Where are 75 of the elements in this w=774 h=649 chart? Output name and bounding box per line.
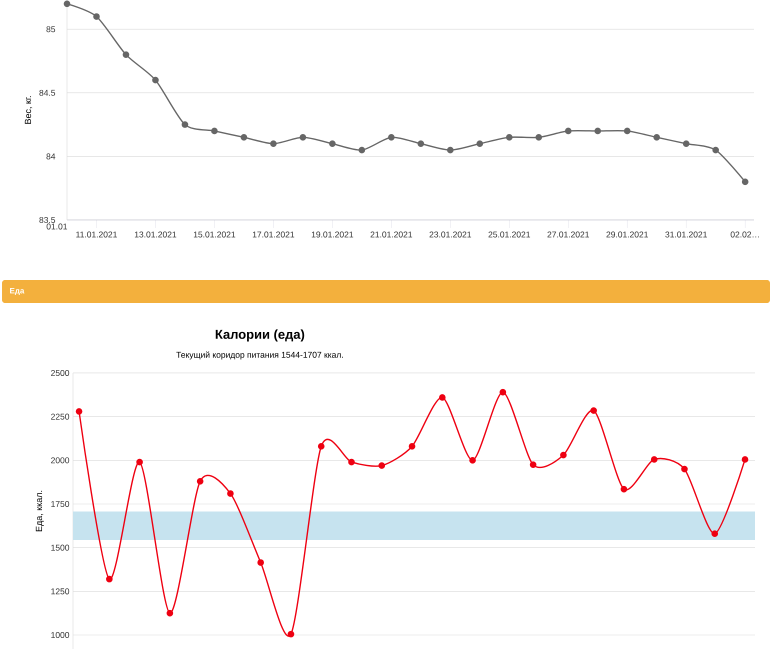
point: [240, 134, 248, 141]
y-axis-title: Еда, ккал.: [36, 490, 44, 532]
point: [530, 461, 536, 468]
point: [711, 530, 718, 537]
y-tick-label: 2000: [51, 457, 70, 464]
point: [227, 490, 234, 497]
x-tick-label: 01.01: [46, 224, 68, 230]
point: [535, 134, 542, 141]
y-tick-label: 84: [46, 153, 56, 160]
point: [476, 140, 484, 147]
point: [590, 407, 597, 414]
point: [152, 76, 159, 84]
point: [76, 408, 82, 415]
x-tick-label: 17.01.2021: [252, 232, 294, 238]
y-tick-label: 2500: [51, 370, 70, 376]
point: [257, 559, 264, 566]
y-tick-label: 1500: [51, 544, 70, 551]
x-tick-label: 25.01.2021: [488, 232, 530, 238]
point: [408, 443, 416, 450]
x-tick-label: 19.01.2021: [312, 232, 354, 238]
point: [682, 140, 690, 147]
point: [418, 140, 424, 147]
point: [469, 457, 476, 464]
point: [624, 128, 631, 134]
point: [742, 456, 748, 463]
point: [712, 146, 719, 154]
point: [136, 458, 143, 466]
point: [650, 456, 658, 463]
point: [358, 146, 366, 154]
chart-subtitle: Текущий коридор питания 1544-1707 ккал.: [176, 351, 343, 360]
point: [681, 466, 688, 472]
point: [106, 576, 113, 582]
point: [560, 452, 567, 458]
point: [182, 121, 188, 128]
y-tick-label: 83.5: [39, 216, 56, 223]
y-tick-label: 2250: [51, 414, 70, 420]
point: [388, 134, 395, 141]
x-tick-label: 23.01.2021: [430, 232, 472, 238]
point: [288, 630, 294, 638]
chart-title: Калории (еда): [216, 329, 304, 342]
x-tick-label: 13.01.2021: [134, 232, 176, 238]
point: [318, 443, 325, 450]
y-tick-label: 1250: [51, 588, 70, 594]
point: [500, 388, 506, 396]
point: [378, 462, 386, 469]
point: [64, 0, 70, 8]
x-tick-label: 31.01.2021: [665, 232, 707, 238]
point: [506, 134, 513, 141]
x-tick-label: 11.01.2021: [76, 232, 117, 238]
point: [447, 146, 454, 154]
x-tick-label: 29.01.2021: [606, 232, 648, 238]
y-tick-label: 84.5: [39, 90, 56, 96]
point: [166, 610, 174, 616]
y-axis-title: Вес, кг.: [24, 96, 32, 124]
point: [211, 128, 218, 134]
point: [270, 140, 277, 147]
point: [439, 394, 446, 401]
point: [93, 13, 100, 20]
point: [122, 51, 130, 58]
point: [329, 140, 336, 147]
point: [653, 134, 660, 141]
point: [348, 458, 355, 466]
x-tick-label: 15.01.2021: [194, 232, 236, 238]
y-tick-label: 1000: [51, 632, 70, 638]
x-tick-label: 21.01.2021: [370, 232, 412, 238]
point: [620, 486, 628, 492]
point: [594, 128, 602, 134]
y-tick-label: 1750: [51, 501, 70, 507]
y-tick-label: 85: [46, 26, 56, 32]
point: [564, 128, 572, 134]
point: [300, 134, 306, 141]
point: [742, 178, 748, 186]
point: [196, 478, 204, 485]
x-tick-label: 02.02…: [730, 232, 759, 238]
x-tick-label: 27.01.2021: [547, 232, 590, 238]
